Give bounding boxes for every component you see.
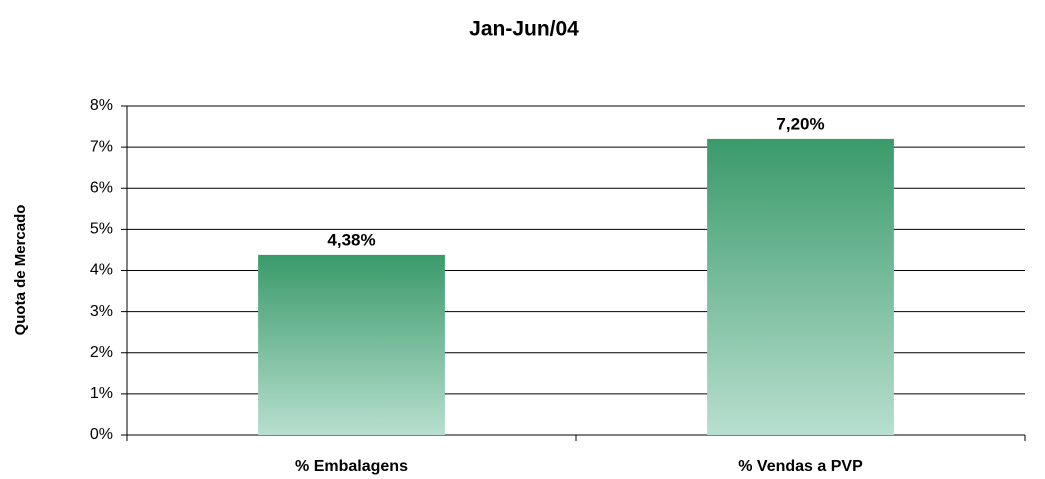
bar bbox=[707, 138, 894, 435]
y-axis-label: Quota de Mercado bbox=[12, 205, 29, 336]
x-tick-label: % Embalagens bbox=[295, 458, 408, 475]
y-tick-label: 7% bbox=[90, 138, 113, 155]
x-tick-label: % Vendas a PVP bbox=[738, 458, 863, 475]
y-tick-label: 5% bbox=[90, 221, 113, 238]
chart-title: Jan-Jun/04 bbox=[469, 18, 579, 41]
y-tick-label: 6% bbox=[90, 179, 113, 196]
value-label: 7,20% bbox=[776, 114, 824, 133]
y-tick-label: 3% bbox=[90, 303, 113, 320]
value-label: 4,38% bbox=[327, 230, 375, 249]
y-tick-label: 2% bbox=[90, 344, 113, 361]
y-tick-label: 4% bbox=[90, 262, 113, 279]
y-tick-label: 1% bbox=[90, 385, 113, 402]
bar bbox=[258, 254, 445, 435]
y-tick-label: 8% bbox=[90, 97, 113, 114]
y-tick-label: 0% bbox=[90, 426, 113, 443]
